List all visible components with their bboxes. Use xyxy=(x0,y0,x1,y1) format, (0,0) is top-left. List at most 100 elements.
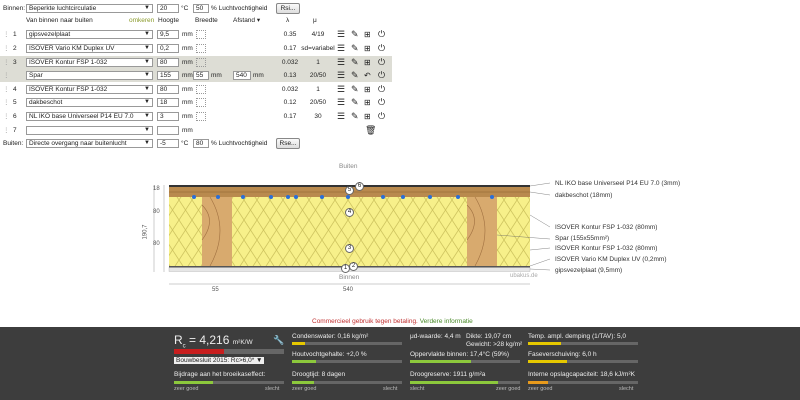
layer-lambda: 0.12 xyxy=(283,99,297,106)
add-layer-icon[interactable]: ⊞ xyxy=(364,44,371,53)
power-toggle-icon[interactable]: ⏻ xyxy=(378,84,386,94)
dropdown-arrow-icon: ▼ xyxy=(144,45,150,51)
drag-handle-icon[interactable]: ⋮ xyxy=(3,59,10,66)
edit-pencil-icon[interactable]: ✎ xyxy=(351,29,359,39)
scale-good-3: zeer goed xyxy=(496,386,521,392)
edit-pencil-icon[interactable]: ✎ xyxy=(351,57,359,67)
power-toggle-icon[interactable]: ⏻ xyxy=(378,111,386,121)
dim-left-2: 80 xyxy=(153,209,160,215)
inside-humidity-input[interactable]: 50 xyxy=(193,4,209,13)
wrench-icon[interactable]: 🔧 xyxy=(273,335,285,345)
layer-thickness-input[interactable]: 80 xyxy=(157,58,179,67)
menu-icon[interactable]: ☰ xyxy=(337,70,346,80)
edit-pencil-icon[interactable]: ✎ xyxy=(351,111,359,121)
layer-options-icon[interactable] xyxy=(196,58,206,67)
layer-material-select[interactable]: gipsvezelplaat ▼ xyxy=(26,30,153,39)
add-layer-icon[interactable]: ⊞ xyxy=(364,85,371,94)
add-layer-icon[interactable]: ⊞ xyxy=(364,58,371,67)
layer-distance-input[interactable]: 540 xyxy=(233,71,251,80)
scale-bad-3: slecht xyxy=(410,386,425,392)
layer-thickness-input[interactable]: 3 xyxy=(157,112,179,121)
layer-thickness-input[interactable]: 18 xyxy=(157,98,179,107)
layer-material-select[interactable]: ISOVER Vario KM Duplex UV ▼ xyxy=(26,44,153,53)
power-toggle-icon[interactable]: ⏻ xyxy=(378,70,386,80)
rsi-button[interactable]: Rsi... xyxy=(276,3,300,14)
inside-condition-select[interactable]: Beperkte luchtcirculatie ▼ xyxy=(26,4,153,13)
menu-icon[interactable]: ☰ xyxy=(337,97,346,107)
layer-thickness-input[interactable]: 155 xyxy=(157,71,179,80)
add-layer-icon[interactable]: ⊞ xyxy=(364,30,371,39)
edit-pencil-icon[interactable]: ✎ xyxy=(351,97,359,107)
menu-icon[interactable]: ☰ xyxy=(337,57,346,67)
layer-options-icon[interactable] xyxy=(196,44,206,53)
dropdown-arrow-icon: ▼ xyxy=(144,127,150,133)
layer-material-select[interactable]: ▼ xyxy=(26,126,153,135)
undo-icon[interactable]: ↶ xyxy=(364,71,371,80)
power-toggle-icon[interactable]: ⏻ xyxy=(378,97,386,107)
regulation-label[interactable]: Bouwbesluit 2015: Rc>6,0* ▼ xyxy=(174,357,265,364)
layer-material-select[interactable]: ISOVER Kontur FSP 1-032 ▼ xyxy=(26,85,153,94)
drag-handle-icon[interactable]: ⋮ xyxy=(3,99,10,106)
header-thickness: Hoogte xyxy=(158,17,179,24)
layer-material-select[interactable]: NL IKO base Universeel P14 EU 7.0 ▼ xyxy=(26,112,153,121)
rc-sub: c xyxy=(182,343,186,350)
outside-condition-select[interactable]: Directe overgang naar buitenlucht ▼ xyxy=(26,139,153,148)
edit-pencil-icon[interactable]: ✎ xyxy=(351,84,359,94)
menu-icon[interactable]: ☰ xyxy=(337,29,346,39)
drag-handle-icon[interactable]: ⋮ xyxy=(3,31,10,38)
add-layer-icon[interactable]: ⊞ xyxy=(364,98,371,107)
drag-handle-icon[interactable]: ⋮ xyxy=(3,113,10,120)
drag-handle-icon[interactable]: ⋮ xyxy=(3,127,10,134)
annotation-4: Spar (155x55mm²) xyxy=(555,235,610,242)
rse-button[interactable]: Rse... xyxy=(276,138,300,149)
edit-pencil-icon[interactable]: ✎ xyxy=(351,70,359,80)
rc-progress-bar xyxy=(174,349,284,354)
trash-icon[interactable]: 🗑 xyxy=(365,125,377,135)
menu-icon[interactable]: ☰ xyxy=(337,43,346,53)
header-order: Van binnen naar buiten xyxy=(26,17,93,24)
layer-thickness-input[interactable] xyxy=(157,126,179,135)
power-toggle-icon[interactable]: ⏻ xyxy=(378,43,386,53)
inside-temp-input[interactable]: 20 xyxy=(157,4,179,13)
edit-pencil-icon[interactable]: ✎ xyxy=(351,43,359,53)
layer-material-value: NL IKO base Universeel P14 EU 7.0 xyxy=(29,113,134,120)
dim-left-1: 18 xyxy=(153,186,160,192)
dropdown-arrow-icon: ▼ xyxy=(256,357,263,364)
scale-good-2: zeer goed xyxy=(292,386,317,392)
layer-material-select[interactable]: dakbeschot ▼ xyxy=(26,98,153,107)
drag-handle-icon[interactable]: ⋮ xyxy=(3,86,10,93)
layer-material-select[interactable]: ISOVER Kontur FSP 1-032 ▼ xyxy=(26,58,153,67)
power-toggle-icon[interactable]: ⏻ xyxy=(378,29,386,39)
drag-handle-icon[interactable]: ⋮ xyxy=(3,72,10,79)
layer-options-icon[interactable] xyxy=(196,98,206,107)
layer-number: 6 xyxy=(13,113,17,120)
drying-label: Droogtijd: 8 dagen xyxy=(292,371,346,378)
layer-mu: 1 xyxy=(316,86,320,93)
layer-options-icon[interactable] xyxy=(196,112,206,121)
outside-temp-input[interactable]: -5 xyxy=(157,139,179,148)
drag-handle-icon[interactable]: ⋮ xyxy=(3,45,10,52)
sort-down-icon: ▾ xyxy=(256,17,261,24)
outside-temp-unit: °C xyxy=(181,140,189,147)
layer-options-icon[interactable] xyxy=(196,85,206,94)
layer-thickness-input[interactable]: 0,2 xyxy=(157,44,179,53)
heat-capacity-bar xyxy=(528,381,638,384)
greenhouse-bar xyxy=(174,381,284,384)
regulation-text: Bouwbesluit 2015: Rc>6,0* xyxy=(176,357,255,364)
add-layer-icon[interactable]: ⊞ xyxy=(364,112,371,121)
layer-material-select[interactable]: Spar ▼ xyxy=(26,71,153,80)
layer-options-icon[interactable] xyxy=(196,30,206,39)
layer-lambda: 0.032 xyxy=(281,86,299,93)
amplitude-label: Temp. ampl. demping (1/TAV): 5,0 xyxy=(528,333,627,340)
layer-width-input[interactable]: 55 xyxy=(193,71,209,80)
rc-value-display: Rc = 4,216 m²K/W xyxy=(174,333,253,349)
layer-thickness-input[interactable]: 9,5 xyxy=(157,30,179,39)
reverse-link[interactable]: omkeren xyxy=(129,17,155,24)
more-info-link[interactable]: Verdere informatie xyxy=(419,318,473,325)
layer-thickness-input[interactable]: 80 xyxy=(157,85,179,94)
outside-humidity-input[interactable]: 80 xyxy=(193,139,209,148)
menu-icon[interactable]: ☰ xyxy=(337,111,346,121)
header-distance[interactable]: Afstand ▾ xyxy=(233,17,260,25)
power-toggle-icon[interactable]: ⏻ xyxy=(378,57,386,67)
menu-icon[interactable]: ☰ xyxy=(337,84,346,94)
